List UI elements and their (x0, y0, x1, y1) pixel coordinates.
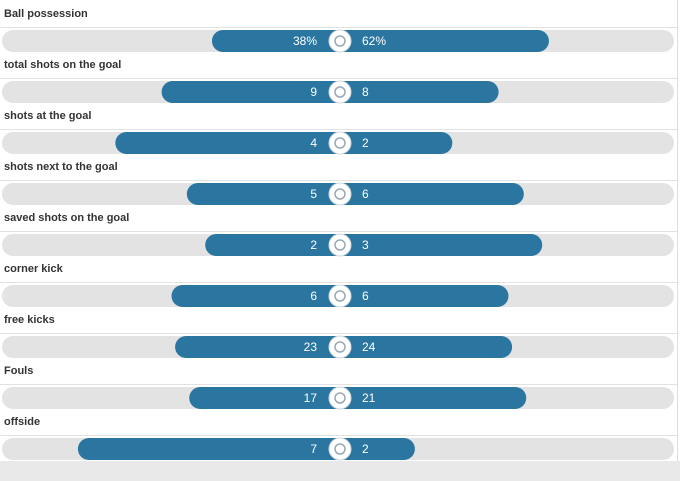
home-bar (161, 81, 340, 103)
stat-icon (328, 80, 352, 104)
stat-icon-glyph (334, 137, 346, 149)
away-bar (340, 183, 524, 205)
away-value: 8 (362, 85, 369, 99)
stat-icon-glyph (334, 239, 346, 251)
footer-area (0, 461, 680, 481)
stat-label: shots at the goal (4, 110, 91, 122)
away-value: 21 (362, 391, 376, 405)
home-value: 6 (310, 289, 317, 303)
stat-icon (328, 284, 352, 308)
stat-icon (328, 182, 352, 206)
away-bar (340, 336, 513, 358)
stat-icon (328, 335, 352, 359)
home-bar (171, 285, 340, 307)
home-bar (186, 183, 340, 205)
home-bar (205, 234, 340, 256)
home-value: 2 (310, 238, 317, 252)
stat-label: corner kick (4, 263, 64, 275)
home-bar (211, 30, 340, 52)
stat-label: Fouls (4, 365, 33, 377)
home-value: 17 (304, 391, 318, 405)
away-value: 6 (362, 187, 369, 201)
home-bar (175, 336, 340, 358)
home-value: 5 (310, 187, 317, 201)
home-bar (77, 438, 340, 460)
away-bar (340, 132, 453, 154)
home-value: 4 (310, 136, 317, 150)
away-value: 24 (362, 340, 376, 354)
stat-icon-glyph (334, 86, 346, 98)
away-value: 2 (362, 442, 369, 456)
stat-icon (328, 233, 352, 257)
stat-icon-glyph (334, 35, 346, 47)
away-bar (340, 387, 527, 409)
stat-icon-glyph (334, 443, 346, 455)
away-bar (340, 438, 415, 460)
stat-icon-glyph (334, 392, 346, 404)
stat-label: offside (4, 416, 40, 428)
stat-icon-glyph (334, 188, 346, 200)
stat-icon-glyph (334, 290, 346, 302)
home-value: 38% (293, 34, 317, 48)
stat-label: shots next to the goal (4, 161, 118, 173)
home-bar (115, 132, 340, 154)
stat-label: Ball possession (4, 8, 88, 20)
home-value: 9 (310, 85, 317, 99)
home-value: 23 (304, 340, 318, 354)
stat-icon (328, 131, 352, 155)
stat-icon (328, 386, 352, 410)
stat-label: total shots on the goal (4, 59, 121, 71)
away-bar (340, 30, 549, 52)
stat-icon (328, 437, 352, 461)
stat-icon (328, 29, 352, 53)
stat-label: free kicks (4, 314, 55, 326)
away-value: 62% (362, 34, 386, 48)
home-bar (189, 387, 340, 409)
away-bar (340, 285, 509, 307)
home-value: 7 (310, 442, 317, 456)
away-bar (340, 81, 499, 103)
stat-icon-glyph (334, 341, 346, 353)
away-value: 6 (362, 289, 369, 303)
away-bar (340, 234, 543, 256)
away-value: 2 (362, 136, 369, 150)
stat-label: saved shots on the goal (4, 212, 129, 224)
away-value: 3 (362, 238, 369, 252)
